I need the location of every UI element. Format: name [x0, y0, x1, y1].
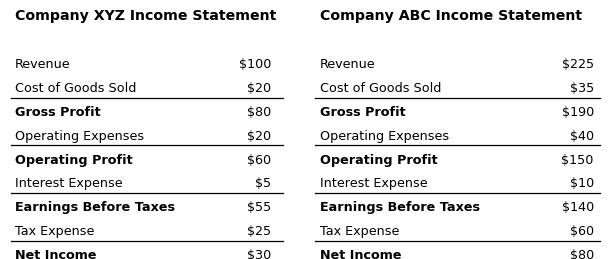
Text: Cost of Goods Sold: Cost of Goods Sold	[320, 82, 441, 95]
Text: $60: $60	[569, 225, 594, 238]
Text: Net Income: Net Income	[320, 249, 401, 259]
Text: Tax Expense: Tax Expense	[15, 225, 94, 238]
Text: Revenue: Revenue	[320, 58, 375, 71]
Text: $25: $25	[247, 225, 271, 238]
Text: $30: $30	[247, 249, 271, 259]
Text: $190: $190	[561, 106, 594, 119]
Text: $35: $35	[569, 82, 594, 95]
Text: Operating Profit: Operating Profit	[15, 154, 133, 167]
Text: $55: $55	[247, 201, 271, 214]
Text: Interest Expense: Interest Expense	[15, 177, 123, 190]
Text: Operating Expenses: Operating Expenses	[320, 130, 449, 143]
Text: $60: $60	[247, 154, 271, 167]
Text: Gross Profit: Gross Profit	[15, 106, 101, 119]
Text: Company ABC Income Statement: Company ABC Income Statement	[320, 9, 582, 23]
Text: Company XYZ Income Statement: Company XYZ Income Statement	[15, 9, 276, 23]
Text: Operating Profit: Operating Profit	[320, 154, 437, 167]
Text: Revenue: Revenue	[15, 58, 71, 71]
Text: Operating Expenses: Operating Expenses	[15, 130, 144, 143]
Text: Gross Profit: Gross Profit	[320, 106, 406, 119]
Text: $80: $80	[247, 106, 271, 119]
Text: $20: $20	[247, 130, 271, 143]
Text: Interest Expense: Interest Expense	[320, 177, 428, 190]
Text: $80: $80	[569, 249, 594, 259]
Text: Cost of Goods Sold: Cost of Goods Sold	[15, 82, 136, 95]
Text: Net Income: Net Income	[15, 249, 97, 259]
Text: $100: $100	[239, 58, 271, 71]
Text: Earnings Before Taxes: Earnings Before Taxes	[15, 201, 175, 214]
Text: $225: $225	[561, 58, 594, 71]
Text: $5: $5	[255, 177, 271, 190]
Text: Earnings Before Taxes: Earnings Before Taxes	[320, 201, 480, 214]
Text: $20: $20	[247, 82, 271, 95]
Text: $140: $140	[561, 201, 594, 214]
Text: $40: $40	[569, 130, 594, 143]
Text: Tax Expense: Tax Expense	[320, 225, 399, 238]
Text: $150: $150	[561, 154, 594, 167]
Text: $10: $10	[569, 177, 594, 190]
